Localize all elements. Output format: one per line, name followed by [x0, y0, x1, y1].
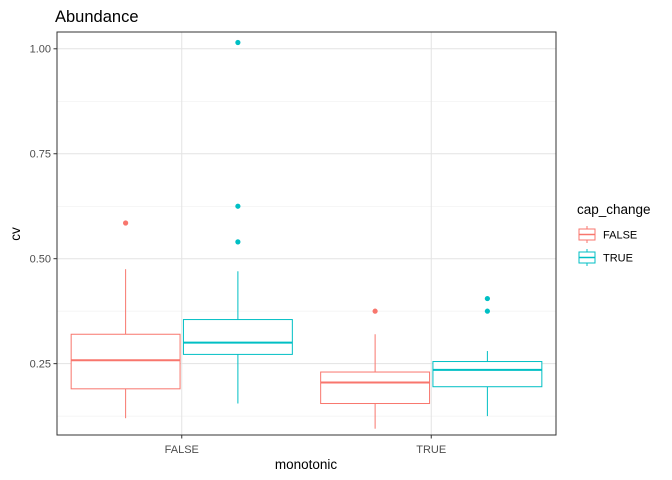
plot-title: Abundance — [55, 8, 139, 26]
legend: cap_change FALSE TRUE — [577, 202, 651, 266]
legend-label: FALSE — [603, 230, 637, 242]
box — [320, 371, 431, 405]
boxplots — [70, 39, 543, 429]
legend-key-true — [578, 249, 596, 266]
legend-key-false — [578, 226, 596, 243]
outlier-point — [372, 308, 378, 314]
box — [432, 361, 543, 388]
boxplot-false-true — [320, 308, 431, 429]
box — [70, 333, 181, 390]
outlier-point — [235, 39, 241, 46]
y-tick-label: 0.75 — [30, 149, 51, 161]
outlier-point — [235, 203, 241, 209]
x-tick-label: TRUE — [416, 444, 446, 456]
boxplot-true-true — [432, 295, 543, 417]
x-axis: FALSE TRUE — [165, 435, 446, 456]
box — [182, 319, 293, 355]
x-tick-label: FALSE — [165, 444, 199, 456]
legend-label: TRUE — [603, 253, 633, 265]
outlier-point — [235, 239, 241, 245]
outlier-point — [484, 295, 490, 302]
y-tick-label: 1.00 — [30, 44, 51, 56]
boxplot-true-false — [182, 39, 293, 404]
outlier-point — [484, 308, 490, 314]
y-axis-title: cv — [8, 227, 23, 241]
y-tick-label: 0.50 — [30, 253, 51, 265]
x-axis-title: monotonic — [275, 457, 338, 472]
outlier-point — [123, 220, 129, 226]
y-tick-label: 0.25 — [30, 358, 51, 370]
y-axis: 0.25 0.50 0.75 1.00 — [30, 44, 57, 370]
boxplot-false-false — [70, 220, 181, 419]
plot-panel-border — [56, 31, 557, 436]
legend-title: cap_change — [577, 202, 651, 217]
